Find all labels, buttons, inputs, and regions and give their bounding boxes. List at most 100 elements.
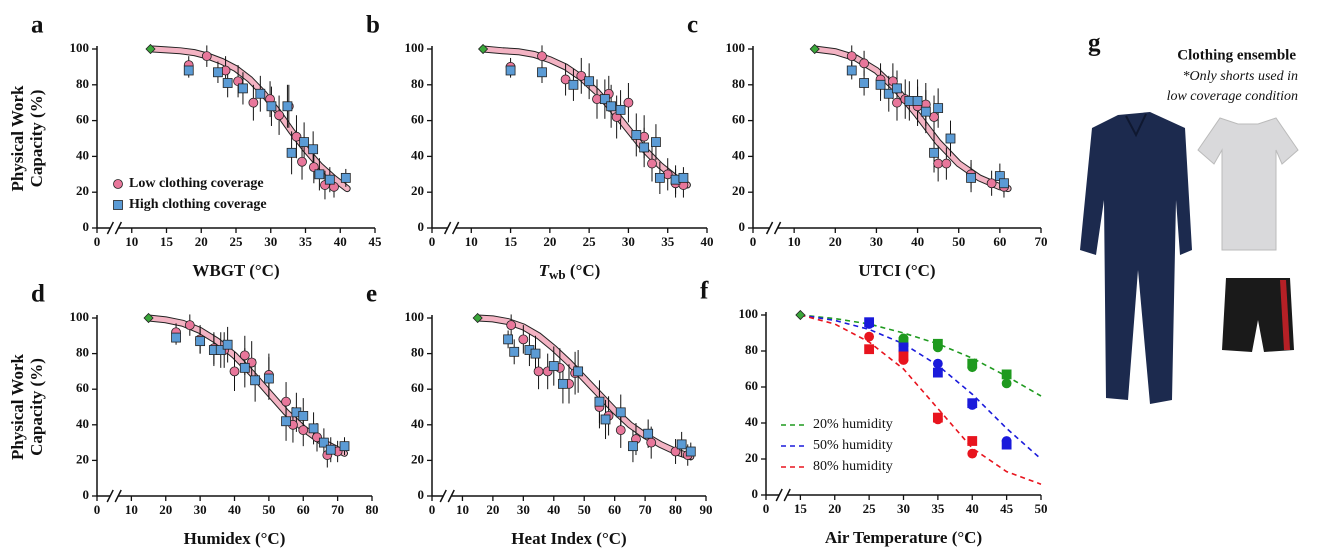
circle-marker: [274, 110, 284, 121]
square-marker: [898, 342, 909, 353]
circle-marker: [229, 366, 240, 377]
axis-break: [775, 488, 783, 502]
y-tick-label: 20: [411, 183, 424, 198]
circle-marker: [846, 51, 857, 62]
circle-marker: [281, 396, 291, 407]
square-marker: [859, 78, 869, 88]
x-tick-label: 50: [578, 502, 591, 517]
x-axis-label: Air Temperature (°C): [825, 528, 982, 547]
y-tick-label: 100: [405, 309, 425, 324]
y-tick-label: 0: [739, 219, 746, 234]
circle-marker: [986, 178, 997, 189]
square-marker: [932, 412, 943, 423]
x-axis-label: Heat Index (°C): [511, 529, 626, 548]
x-axis-label-part: Humidex (°C): [184, 529, 286, 548]
circle-marker: [864, 331, 875, 342]
square-marker: [324, 174, 335, 185]
x-tick-label: 10: [125, 234, 138, 249]
x-tick-label: 30: [194, 502, 207, 517]
x-axis-label-part: (°C): [566, 261, 601, 280]
x-tick-label: 50: [1035, 501, 1048, 516]
x-axis-label: Humidex (°C): [184, 529, 286, 548]
x-tick-label: 20: [195, 234, 208, 249]
square-marker: [932, 367, 943, 378]
clothing-panel: g Clothing ensemble *Only shorts used in…: [1080, 30, 1299, 404]
square-marker: [195, 336, 206, 347]
x-tick-label: 20: [486, 502, 499, 517]
square-marker: [929, 147, 939, 158]
x-tick-label: 40: [334, 234, 347, 249]
square-marker: [676, 439, 687, 450]
x-tick-label: 30: [622, 234, 635, 249]
square-marker: [639, 142, 650, 153]
square-marker: [308, 144, 319, 155]
x-tick-label: 30: [897, 501, 910, 516]
x-tick-label: 70: [331, 502, 344, 517]
circle-marker: [929, 112, 939, 122]
square-marker: [643, 428, 654, 439]
circle-marker: [184, 320, 195, 331]
panel-label: a: [31, 12, 44, 39]
square-marker: [171, 332, 181, 343]
shorts-icon: [1222, 278, 1294, 352]
x-tick-label: 0: [94, 234, 101, 249]
reference-point: [145, 43, 156, 55]
square-marker: [651, 137, 661, 147]
y-tick-label: 0: [83, 487, 90, 502]
circle-marker: [623, 97, 634, 108]
square-marker: [238, 83, 248, 94]
y-tick-label: 100: [70, 309, 90, 324]
square-marker: [222, 339, 233, 350]
y-tick-label: 40: [411, 147, 424, 162]
axis-break: [106, 221, 115, 235]
clothing-note: *Only shorts used in: [1183, 69, 1299, 84]
axis-break: [765, 221, 774, 235]
fit-band: [812, 46, 1011, 192]
square-marker: [314, 169, 325, 180]
circle-marker: [859, 58, 869, 69]
square-marker: [215, 345, 226, 355]
fit-band: [150, 46, 350, 192]
x-tick-label: 0: [94, 502, 101, 517]
y-axis-label: Capacity (%): [27, 358, 46, 456]
y-tick-label: 40: [745, 414, 758, 429]
x-tick-label: 10: [456, 502, 469, 517]
axis-break: [439, 489, 447, 503]
circle-marker: [560, 74, 571, 85]
dashed-line: [800, 314, 1042, 397]
y-tick-label: 20: [745, 450, 758, 465]
x-tick-label: 40: [228, 502, 241, 517]
square-marker: [339, 441, 350, 452]
circle-marker: [576, 70, 587, 81]
y-axis-label: Physical Work: [8, 353, 27, 459]
square-marker: [615, 104, 626, 115]
square-marker: [999, 178, 1009, 189]
reference-point: [143, 312, 154, 324]
x-axis-label-part: T: [539, 261, 550, 280]
square-marker: [875, 79, 886, 90]
x-tick-label: 35: [931, 501, 945, 516]
circle-marker: [1001, 378, 1012, 389]
x-tick-label: 30: [517, 502, 530, 517]
y-tick-label: 60: [745, 378, 758, 393]
x-tick-label: 80: [669, 502, 682, 517]
dashed-line: [800, 314, 1042, 485]
square-marker: [530, 348, 541, 359]
square-marker: [239, 362, 250, 373]
x-tick-label: 10: [465, 234, 478, 249]
square-marker: [606, 101, 617, 112]
reference-point: [478, 43, 489, 55]
dashed-line: [800, 314, 1042, 460]
square-marker: [509, 346, 520, 357]
circle-marker: [941, 158, 952, 169]
x-tick-label: 0: [763, 501, 770, 516]
x-tick-label: 30: [264, 234, 277, 249]
square-marker: [678, 172, 689, 183]
square-marker: [967, 436, 978, 446]
x-tick-label: 15: [794, 501, 808, 516]
reference-point: [809, 43, 820, 55]
square-marker: [299, 137, 310, 147]
y-tick-label: 40: [76, 416, 89, 431]
square-marker: [537, 67, 547, 78]
square-marker: [505, 65, 516, 76]
